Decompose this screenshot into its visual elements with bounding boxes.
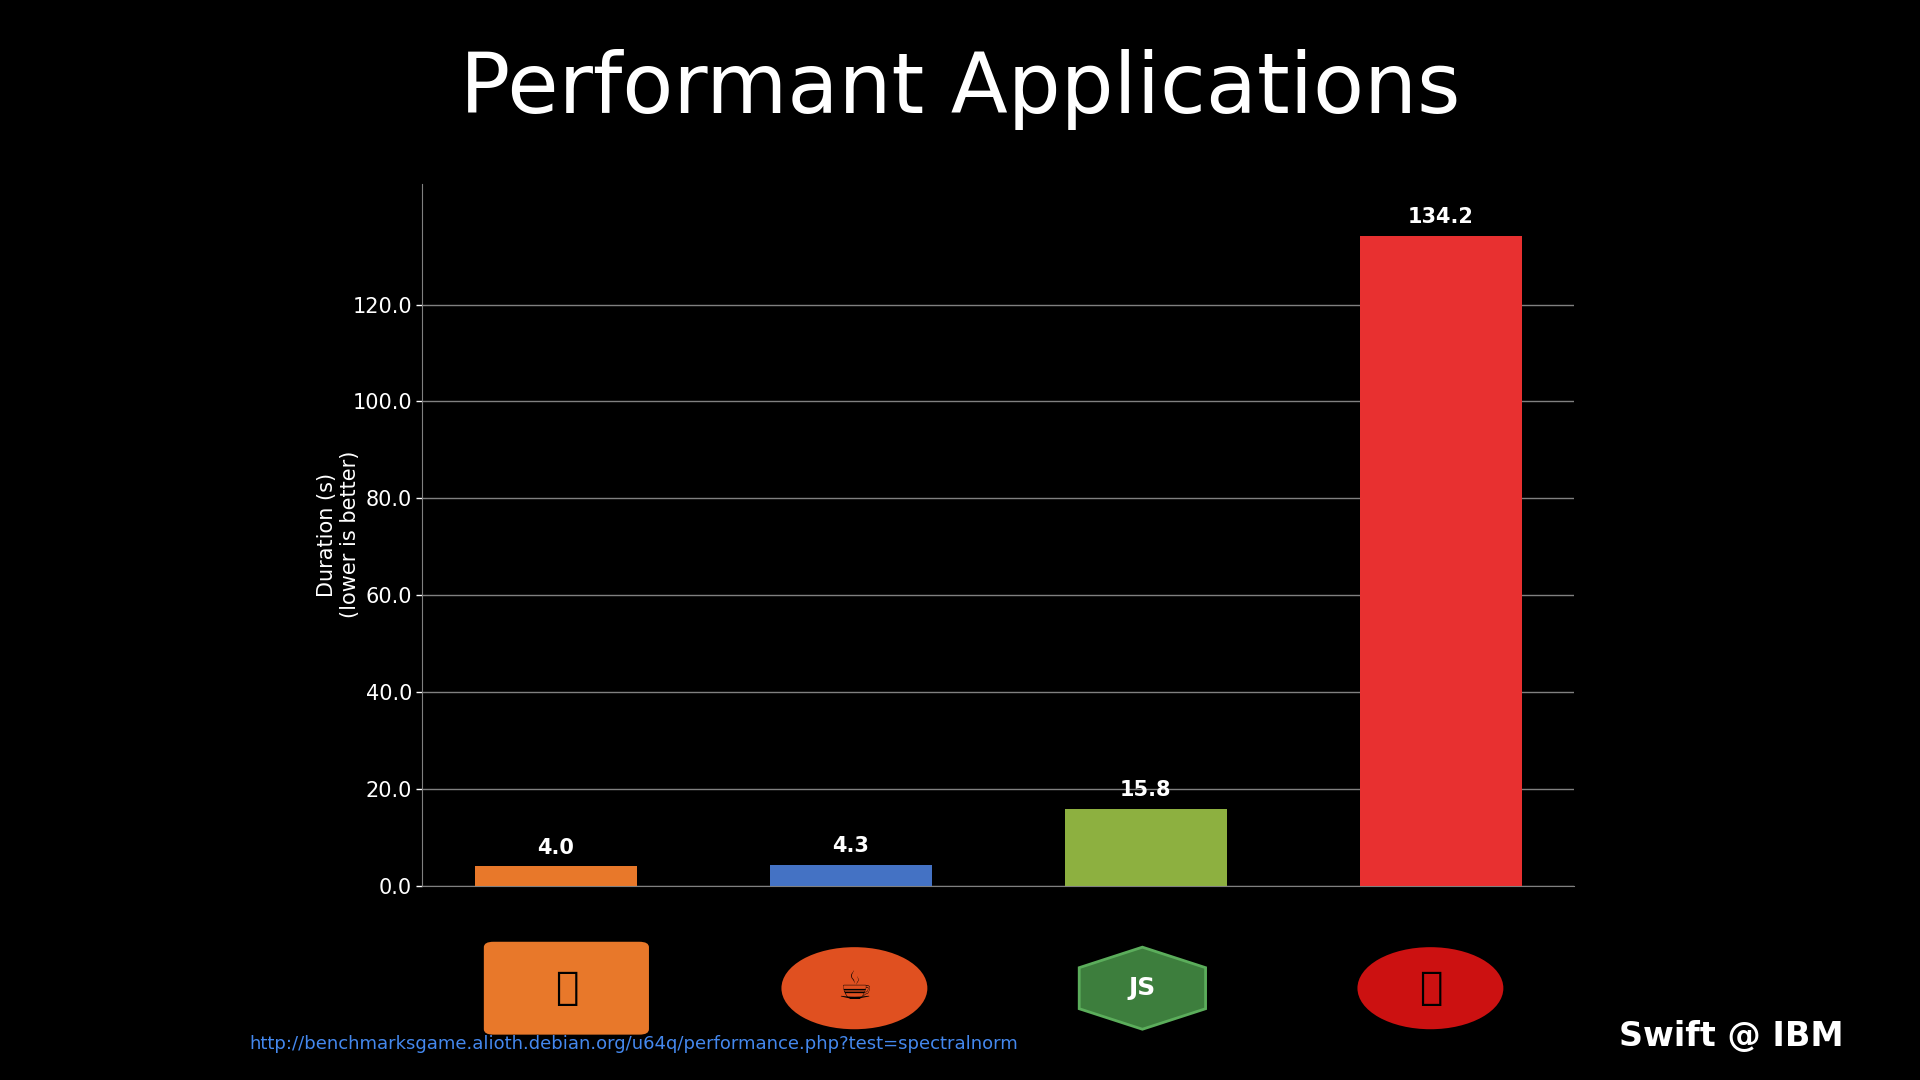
Text: 4.0: 4.0 bbox=[538, 837, 574, 858]
Text: 💎: 💎 bbox=[1419, 969, 1442, 1008]
Text: 134.2: 134.2 bbox=[1407, 207, 1475, 227]
Bar bbox=[1066, 809, 1227, 886]
Text: Swift @ IBM: Swift @ IBM bbox=[1619, 1020, 1843, 1053]
Bar bbox=[474, 866, 637, 886]
Y-axis label: Duration (s)
(lower is better): Duration (s) (lower is better) bbox=[317, 451, 361, 618]
Text: http://benchmarksgame.alioth.debian.org/u64q/performance.php?test=spectralnorm: http://benchmarksgame.alioth.debian.org/… bbox=[250, 1035, 1018, 1053]
Bar bbox=[1359, 235, 1523, 886]
Text: 🐦: 🐦 bbox=[555, 969, 578, 1008]
Bar bbox=[770, 865, 931, 886]
Text: Performant Applications: Performant Applications bbox=[459, 49, 1461, 130]
Text: 4.3: 4.3 bbox=[833, 836, 870, 856]
Text: ☕: ☕ bbox=[837, 969, 872, 1008]
Text: JS: JS bbox=[1129, 976, 1156, 1000]
Text: 15.8: 15.8 bbox=[1119, 781, 1171, 800]
